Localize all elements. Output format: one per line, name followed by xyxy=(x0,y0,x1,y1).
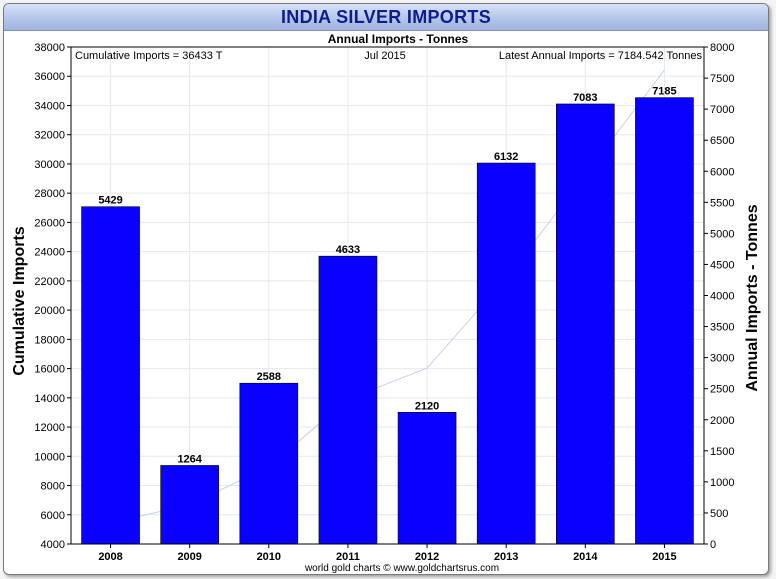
right-tick-label: 8000 xyxy=(710,42,734,54)
bar-2012 xyxy=(397,411,457,545)
bar-value-label: 2120 xyxy=(415,400,439,412)
page-title: INDIA SILVER IMPORTS xyxy=(280,7,491,27)
bar-value-label: 7083 xyxy=(573,92,597,104)
right-tick-label: 4000 xyxy=(710,291,734,303)
x-tick-label: 2008 xyxy=(98,551,122,563)
right-axis-title: Annual Imports - Tonnes xyxy=(744,204,761,391)
left-tick-label: 36000 xyxy=(34,71,65,83)
bar-2008 xyxy=(81,206,140,545)
cumulative-info-text: Cumulative Imports = 36433 T xyxy=(75,50,223,62)
bar-2011 xyxy=(318,255,378,545)
right-tick-label: 5000 xyxy=(710,228,734,240)
right-tick-label: 500 xyxy=(710,508,728,520)
left-tick-label: 4000 xyxy=(41,539,65,551)
x-axis: 2008 2009 2010 2011 2012 2013 2014 2015 xyxy=(98,544,677,563)
right-tick-label: 6000 xyxy=(710,166,734,178)
bar-value-label: 6132 xyxy=(494,151,518,163)
right-tick-label: 2500 xyxy=(710,384,734,396)
x-tick-label: 2012 xyxy=(415,551,439,563)
bar-2015 xyxy=(635,97,694,545)
right-tick-label: 3000 xyxy=(710,353,734,365)
left-tick-label: 16000 xyxy=(34,364,65,376)
footer-credit: world gold charts © www.goldchartsrus.co… xyxy=(304,563,499,574)
bar-value-label: 7185 xyxy=(652,86,676,98)
bar-chart: Annual Imports - Tonnes 5429 1264 2588 4633… xyxy=(11,32,761,574)
left-tick-label: 8000 xyxy=(41,481,65,493)
x-tick-label: 2009 xyxy=(177,551,201,563)
right-tick-label: 0 xyxy=(710,539,716,551)
date-info-text: Jul 2015 xyxy=(364,50,406,62)
x-tick-label: 2010 xyxy=(257,551,281,563)
left-tick-label: 34000 xyxy=(34,100,65,112)
right-tick-label: 3500 xyxy=(710,322,734,334)
bars: 5429 1264 2588 4633 2120 6132 7083 7185 xyxy=(81,86,694,545)
left-tick-label: 14000 xyxy=(34,393,65,405)
right-y-axis: 0 500 1000 1500 2000 2500 3000 3500 4000 4500 5000… xyxy=(704,42,734,551)
bar-value-label: 1264 xyxy=(177,453,202,465)
left-tick-label: 38000 xyxy=(34,42,65,54)
left-y-axis: 4000 6000 8000 10000 12000 14000 16000 18000 200… xyxy=(34,42,71,551)
x-tick-label: 2015 xyxy=(652,551,676,563)
bar-value-label: 2588 xyxy=(257,371,281,383)
left-tick-label: 22000 xyxy=(34,276,65,288)
bar-2014 xyxy=(556,103,615,545)
left-axis-title: Cumulative Imports xyxy=(11,226,28,375)
right-tick-label: 4500 xyxy=(710,259,734,271)
chart-title-bar: INDIA SILVER IMPORTS xyxy=(4,4,768,31)
left-tick-label: 20000 xyxy=(34,305,65,317)
left-tick-label: 12000 xyxy=(34,422,65,434)
left-tick-label: 18000 xyxy=(34,334,65,346)
left-tick-label: 6000 xyxy=(41,510,65,522)
chart-window: INDIA SILVER IMPORTS Annual Imports - To… xyxy=(3,3,769,575)
x-tick-label: 2011 xyxy=(336,551,360,563)
left-tick-label: 28000 xyxy=(34,188,65,200)
left-tick-label: 26000 xyxy=(34,217,65,229)
latest-annual-info-text: Latest Annual Imports = 7184.542 Tonnes xyxy=(499,50,703,62)
bar-2010 xyxy=(239,382,299,545)
right-tick-label: 7000 xyxy=(710,104,734,116)
bar-2013 xyxy=(476,162,536,545)
chart-subtitle: Annual Imports - Tonnes xyxy=(328,32,469,46)
right-tick-label: 5500 xyxy=(710,197,734,209)
left-tick-label: 10000 xyxy=(34,451,65,463)
left-tick-label: 24000 xyxy=(34,247,65,259)
x-tick-label: 2013 xyxy=(494,551,518,563)
bar-2009 xyxy=(160,465,219,545)
right-tick-label: 1500 xyxy=(710,446,734,458)
left-tick-label: 32000 xyxy=(34,130,65,142)
right-tick-label: 6500 xyxy=(710,135,734,147)
right-tick-label: 1000 xyxy=(710,477,734,489)
bar-value-label: 4633 xyxy=(336,244,360,256)
left-tick-label: 30000 xyxy=(34,159,65,171)
bar-value-label: 5429 xyxy=(98,195,122,207)
right-tick-label: 2000 xyxy=(710,415,734,427)
x-tick-label: 2014 xyxy=(573,551,598,563)
right-tick-label: 7500 xyxy=(710,73,734,85)
